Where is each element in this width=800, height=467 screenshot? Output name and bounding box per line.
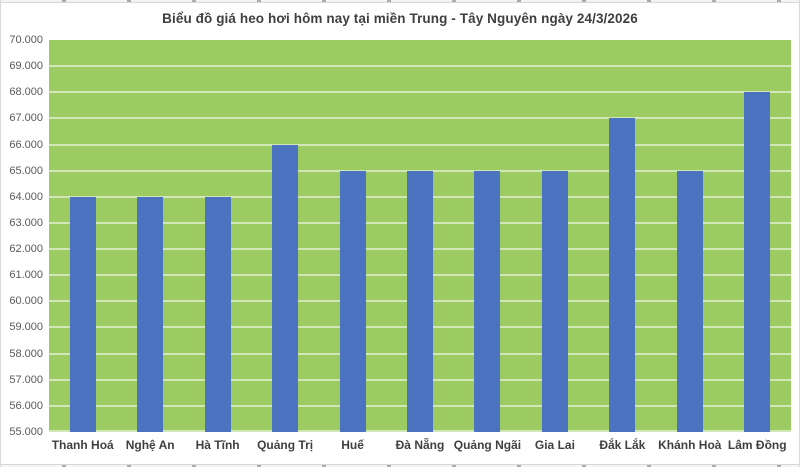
y-axis-tick-label: 58.000 [9,347,43,360]
bar-7 [474,170,501,432]
bar-5 [339,170,366,432]
bar-6 [407,170,433,432]
x-axis-category-label: Nghệ An [125,438,175,452]
y-axis-tick-label: 60.000 [9,295,43,308]
x-axis-category-label: Khánh Hoà [658,438,722,452]
y-axis-tick-label: 55.000 [9,426,43,438]
y-axis-tick-label: 68.000 [9,86,43,99]
spreadsheet-top-edge [1,0,799,3]
x-axis-category-label: Thanh Hoá [51,438,114,452]
gridline [49,143,791,146]
x-axis-category-label: Gia Lai [534,438,575,452]
gridline [49,169,791,172]
x-axis-category-label: Lâm Đồng [727,438,787,452]
bar-9 [609,118,636,432]
y-axis-tick-label: 67.000 [9,112,43,125]
gridline [49,117,791,120]
bar-10 [676,170,703,432]
y-axis-tick-label: 69.000 [9,60,43,73]
bar-8 [541,170,568,432]
y-axis-tick-label: 70.000 [9,34,43,46]
y-axis-tick-label: 66.000 [9,138,43,151]
x-axis-category-label: Đà Nẵng [395,438,445,452]
y-axis-tick-label: 61.000 [9,269,43,282]
x-axis-category-label: Hà Tĩnh [195,438,240,452]
bar-3 [204,196,231,432]
spreadsheet-bottom-edge [1,464,799,467]
plot-area [49,40,791,432]
x-axis-category-label: Đắk Lắk [599,438,646,452]
y-axis-tick-label: 57.000 [9,373,43,386]
y-axis-tick-label: 63.000 [9,216,43,229]
bar-11 [744,92,771,432]
bar-2 [137,196,164,432]
x-axis-category-label: Quảng Ngãi [453,438,522,452]
y-axis-tick-label: 64.000 [9,190,43,203]
y-axis-tick-label: 65.000 [9,164,43,177]
bar-1 [69,196,96,432]
chart-title: Biểu đồ giá heo hơi hôm nay tại miền Tru… [162,11,638,26]
y-axis-tick-label: 59.000 [9,321,43,334]
y-axis-tick-label: 62.000 [9,243,43,256]
gridline [49,65,791,68]
x-axis-category-label: Quảng Trị [257,438,314,452]
x-axis-category-label: Huế [341,438,364,452]
bar-4 [272,144,299,432]
gridline [49,91,791,94]
y-axis-tick-label: 56.000 [9,399,43,412]
